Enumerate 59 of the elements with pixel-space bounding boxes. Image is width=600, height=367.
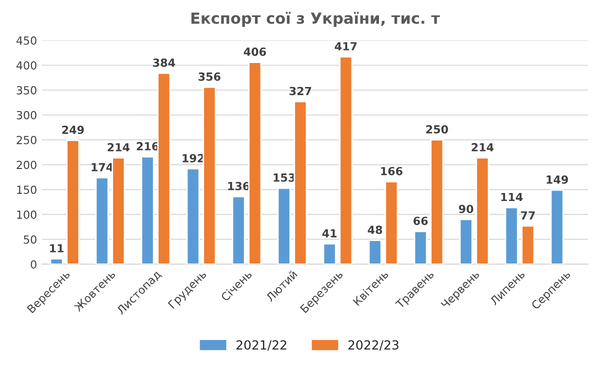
y-tick-label: 400 — [16, 61, 36, 70]
data-label: 48 — [368, 226, 382, 234]
bar — [550, 189, 564, 264]
y-tick-label: 50 — [24, 235, 36, 244]
data-label: 41 — [322, 229, 337, 238]
data-label: 11 — [50, 244, 64, 252]
bar — [414, 230, 428, 264]
data-label: 149 — [546, 175, 568, 184]
bar — [277, 187, 291, 264]
y-tick-label: 150 — [17, 186, 36, 194]
bar — [430, 139, 444, 264]
bar — [459, 218, 473, 264]
data-label: 216 — [136, 142, 159, 150]
data-label: 384 — [153, 58, 176, 67]
data-label: 114 — [501, 192, 523, 202]
data-label: 214 — [472, 143, 494, 152]
y-tick-label: 200 — [16, 160, 36, 170]
bar — [339, 56, 353, 264]
bar — [186, 168, 200, 264]
legend-label: 2022/23 — [348, 340, 398, 351]
bar — [112, 157, 126, 264]
bar — [157, 72, 171, 264]
data-label: 77 — [520, 211, 535, 220]
bar — [294, 100, 308, 264]
data-label: 327 — [290, 86, 312, 96]
bar — [384, 180, 398, 264]
data-label: 214 — [108, 143, 130, 152]
data-label: 90 — [458, 204, 474, 214]
bar — [322, 243, 336, 264]
y-tick-label: 250 — [16, 136, 36, 144]
bar — [50, 258, 64, 264]
data-label: 174 — [92, 163, 114, 172]
data-label: 406 — [244, 48, 266, 56]
bar — [95, 176, 109, 264]
y-tick-label: 0 — [30, 260, 36, 269]
bar — [202, 86, 216, 264]
data-label: 249 — [62, 126, 84, 134]
data-label: 250 — [426, 125, 448, 134]
bar — [368, 240, 382, 264]
y-tick-label: 450 — [16, 36, 36, 45]
bar — [140, 156, 154, 264]
y-tick-label: 350 — [16, 86, 36, 94]
data-label: 66 — [414, 216, 428, 226]
data-label: 153 — [274, 173, 295, 182]
data-label: 417 — [334, 42, 357, 50]
chart-title: Експорт сої з України, тис. т — [191, 12, 440, 27]
y-tick-label: 300 — [16, 110, 36, 120]
bar — [232, 196, 246, 264]
data-label: 166 — [381, 166, 402, 176]
data-label: 192 — [182, 154, 204, 162]
data-label: 356 — [198, 72, 220, 81]
bar — [504, 206, 518, 264]
bar — [248, 62, 262, 264]
y-tick-label: 100 — [17, 210, 36, 219]
bar — [521, 225, 535, 264]
bar — [476, 157, 490, 264]
data-label: 136 — [228, 182, 250, 190]
legend-label: 2021/22 — [236, 340, 286, 351]
bar — [66, 140, 80, 264]
